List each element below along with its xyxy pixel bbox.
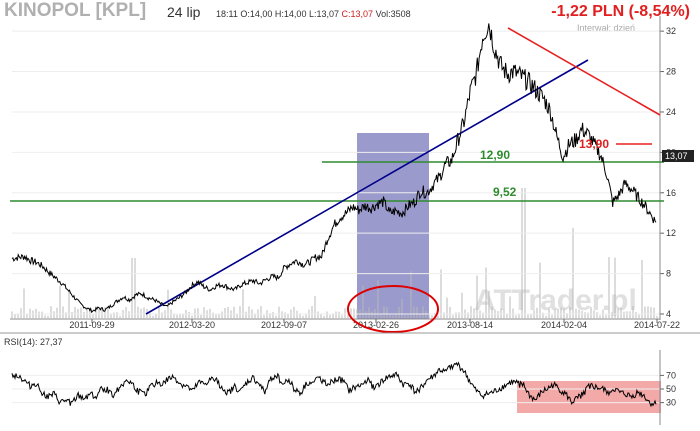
x-tick-label: 2012-03-20: [169, 320, 215, 330]
x-tick-label: 2014-02-04: [541, 320, 587, 330]
price-line: [11, 23, 657, 314]
quote-date: 24 lip: [167, 4, 201, 20]
volume-circle: [347, 285, 439, 333]
y-tick-label: 28: [666, 67, 676, 77]
y-tick-label: 32: [666, 26, 676, 36]
x-tick-label: 2012-09-07: [261, 320, 307, 330]
grid: [12, 30, 660, 315]
rsi-line: [11, 361, 657, 408]
last-price-box: [662, 150, 694, 162]
downtrend-line: [507, 27, 661, 116]
quote-high: H:14,00: [274, 9, 307, 19]
rsi-y-axis: 30 50 70: [659, 350, 676, 425]
highlight-box: [357, 133, 429, 319]
quote-open: O:14,00: [240, 9, 273, 19]
x-axis: 2011-09-29 2012-03-20 2012-09-07 2013-02-26…: [10, 318, 680, 330]
level-label-9-52: 9,52: [493, 185, 517, 199]
rsi-grid: [12, 374, 660, 404]
quote-close: C:13,07: [341, 9, 374, 19]
quote-volume: Vol:3508: [375, 9, 411, 19]
y-axis: 48121620242832: [659, 16, 676, 320]
y-tick-label: 24: [666, 107, 676, 117]
chart-title: KINOPOL [KPL]: [4, 0, 147, 21]
y-tick-label: 8: [666, 269, 671, 279]
interval-label: Interwał: dzień: [577, 23, 636, 33]
price-change: -1,22 PLN (-8,54%): [551, 3, 690, 20]
y-tick-label: 16: [666, 188, 676, 198]
quote-low: L:13,07: [308, 9, 339, 19]
uptrend-line: [145, 59, 589, 315]
y-tick-label: 4: [666, 309, 671, 319]
x-tick-label: 2013-08-14: [447, 320, 493, 330]
level-label-13-90: 13,90: [579, 137, 609, 151]
rsi-title: RSI(14): 27,37: [4, 337, 63, 347]
x-tick-label: 2014-07-22: [634, 320, 680, 330]
y-tick-label: 12: [666, 228, 676, 238]
last-price-label: 13,07: [665, 151, 688, 161]
x-tick-label: 2013-02-26: [353, 320, 399, 330]
rsi-tick-label: 30: [666, 398, 676, 408]
quote-stats: 18:11 O:14,00 H:14,00 L:13,07 C:13,07 Vo…: [216, 9, 411, 19]
rsi-tick-label: 70: [666, 370, 676, 380]
x-tick-label: 2011-09-29: [69, 320, 114, 330]
quote-time: 18:11: [216, 9, 238, 19]
level-label-12-90: 12,90: [480, 148, 510, 162]
rsi-tick-label: 50: [666, 384, 676, 394]
